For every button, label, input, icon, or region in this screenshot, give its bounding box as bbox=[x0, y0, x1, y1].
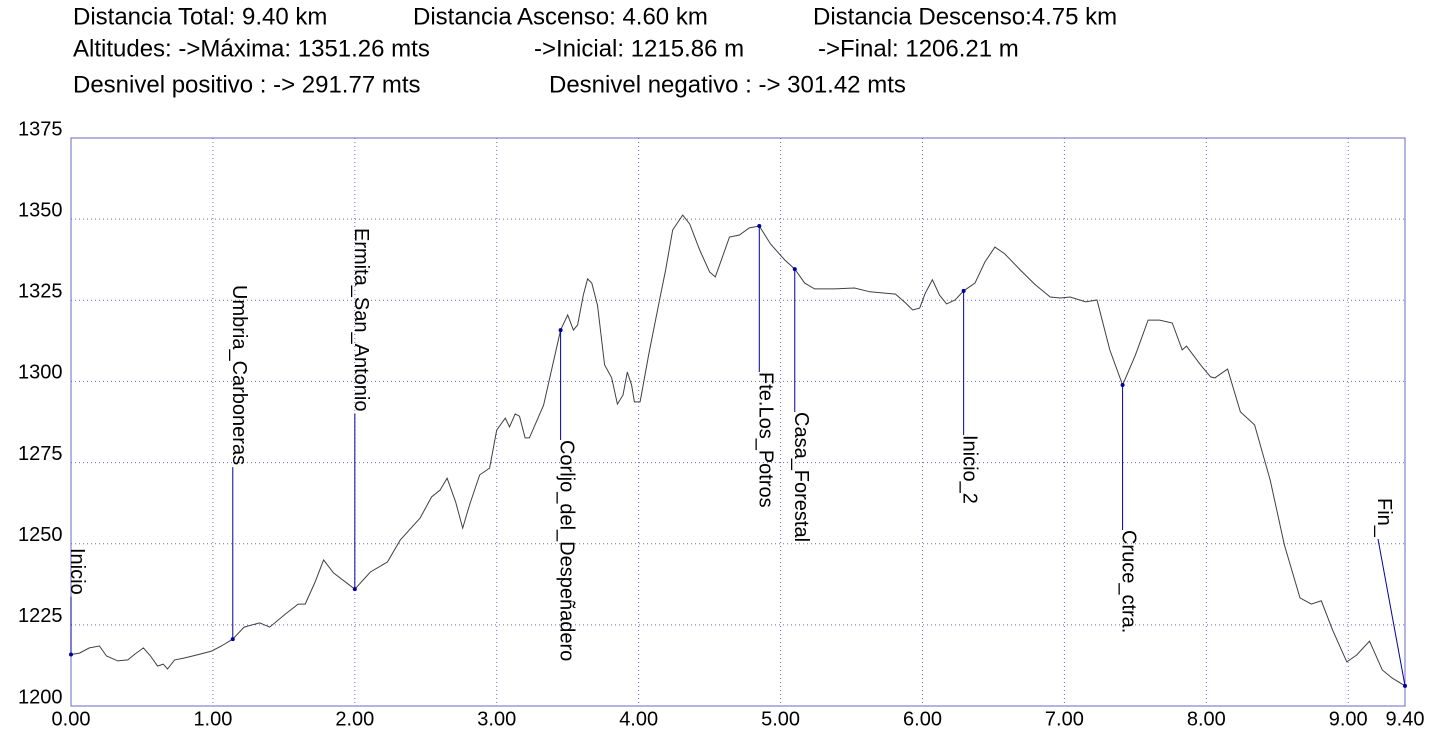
y-tick-label: 1250 bbox=[18, 524, 63, 546]
waypoint-marker bbox=[352, 587, 357, 592]
waypoint-label: Fte.Los_Potros bbox=[754, 372, 776, 508]
waypoint-marker bbox=[1403, 683, 1407, 688]
x-tick-label: 3.00 bbox=[477, 708, 516, 730]
stat-text: Distancia Descenso:4.75 km bbox=[813, 3, 1117, 30]
x-tick-label: 4.00 bbox=[619, 708, 658, 730]
stat-text: ->Final: 1206.21 m bbox=[818, 35, 1019, 62]
y-tick-label: 1325 bbox=[18, 281, 63, 303]
y-tick-label: 1275 bbox=[18, 443, 63, 465]
stat-text: ->Inicial: 1215.86 m bbox=[534, 35, 744, 62]
x-tick-label: 0.00 bbox=[52, 708, 91, 730]
stat-text: Desnivel negativo : -> 301.42 mts bbox=[549, 71, 906, 98]
waypoint-label: Inicio bbox=[66, 548, 88, 595]
waypoint-label: Inicio_2 bbox=[959, 435, 981, 504]
x-tick-label: 1.00 bbox=[193, 708, 232, 730]
waypoint-label: Fin_ bbox=[1373, 498, 1395, 538]
waypoint-label: Cruce_ctra. bbox=[1118, 530, 1140, 633]
y-tick-label: 1200 bbox=[18, 686, 63, 708]
y-tick-label: 1375 bbox=[18, 118, 63, 140]
waypoint-label: Ermita_San_Antonio bbox=[350, 228, 372, 411]
x-tick-label: 6.00 bbox=[903, 708, 942, 730]
x-tick-label: 9.40 bbox=[1386, 708, 1425, 730]
waypoint-leader bbox=[1377, 538, 1406, 686]
waypoint-marker bbox=[757, 223, 762, 228]
waypoint-marker bbox=[558, 328, 563, 333]
x-tick-label: 5.00 bbox=[761, 708, 800, 730]
x-tick-label: 7.00 bbox=[1045, 708, 1084, 730]
waypoint-marker bbox=[792, 267, 797, 272]
waypoint-marker bbox=[230, 637, 235, 642]
elevation-line bbox=[70, 214, 1406, 687]
x-tick-label: 2.00 bbox=[335, 708, 374, 730]
stat-text: Altitudes: ->Máxima: 1351.26 mts bbox=[73, 35, 430, 62]
waypoint-marker bbox=[69, 652, 73, 657]
x-tick-label: 8.00 bbox=[1187, 708, 1226, 730]
y-tick-label: 1300 bbox=[18, 362, 63, 384]
waypoint-marker bbox=[1120, 382, 1125, 387]
waypoint-marker bbox=[961, 288, 966, 293]
stat-text: Desnivel positivo : -> 291.77 mts bbox=[73, 71, 421, 98]
y-tick-label: 1225 bbox=[18, 605, 63, 627]
stat-text: Distancia Ascenso: 4.60 km bbox=[413, 3, 708, 30]
x-tick-label: 9.00 bbox=[1329, 708, 1368, 730]
y-tick-label: 1350 bbox=[18, 199, 63, 221]
waypoint-label: Casa_Forestal bbox=[790, 412, 812, 542]
stat-text: Distancia Total: 9.40 km bbox=[73, 3, 327, 30]
waypoint-label: Corljo_del_Despeñadero bbox=[556, 440, 578, 661]
waypoint-label: Umbria_Carboneras bbox=[228, 285, 250, 465]
plot-frame bbox=[70, 137, 1406, 707]
